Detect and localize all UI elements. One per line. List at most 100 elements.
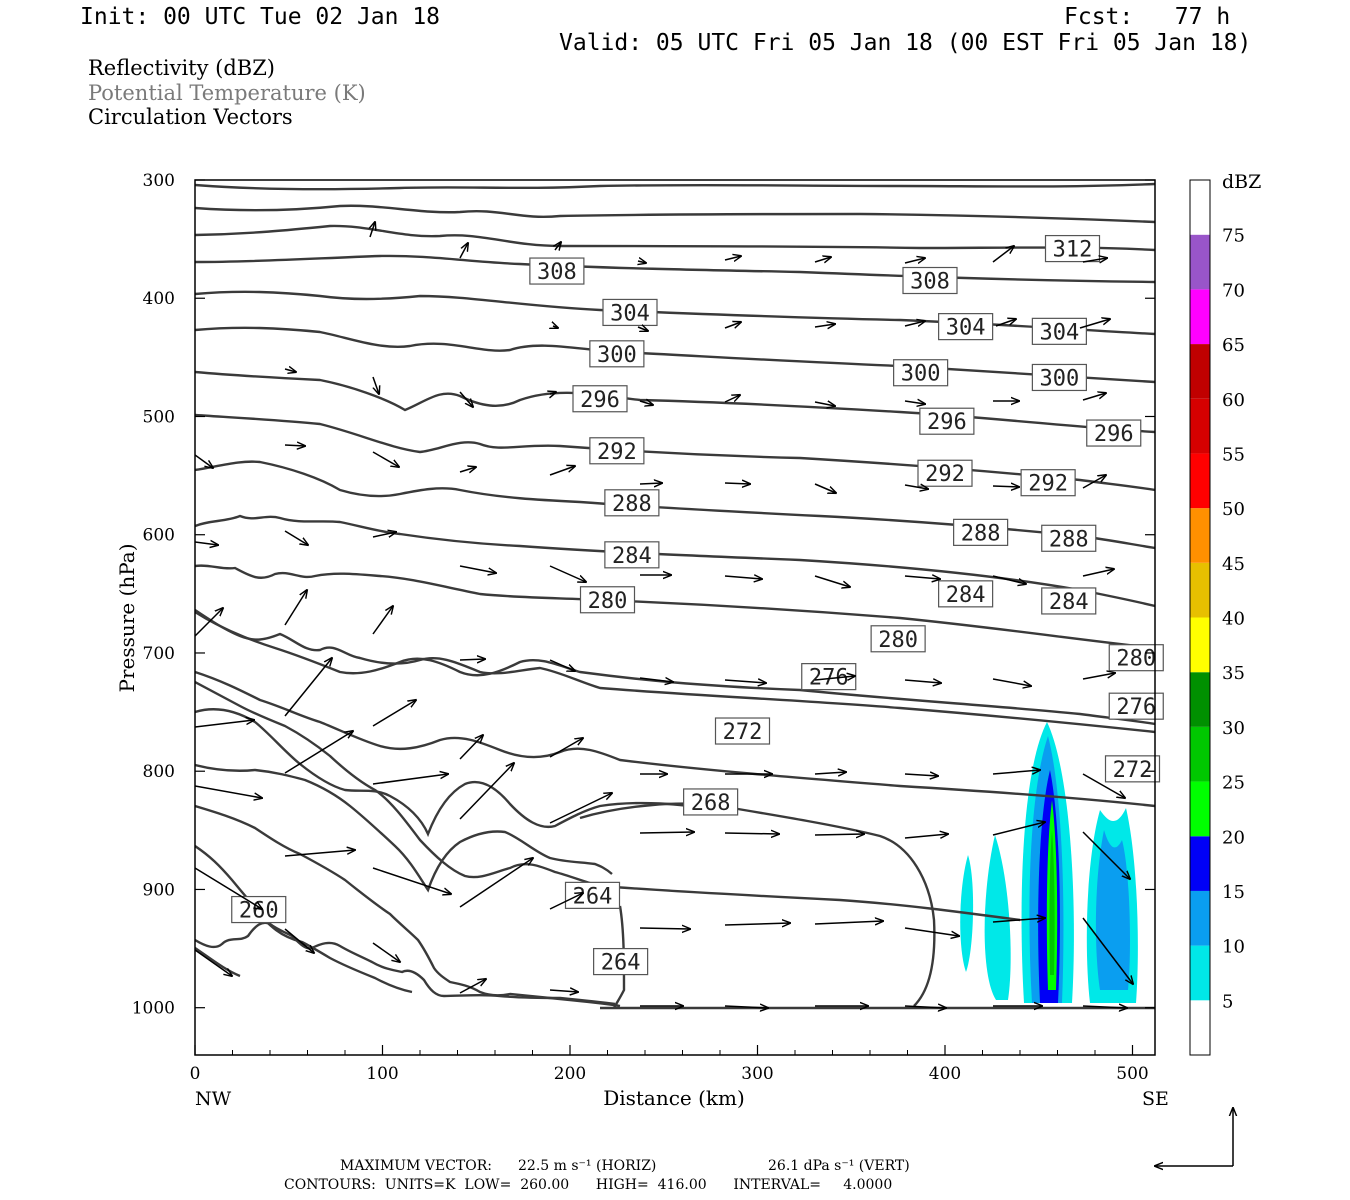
circulation-vector: [459, 858, 533, 908]
circulation-vector: [992, 822, 1045, 836]
circulation-vector: [459, 763, 514, 820]
circulation-vector: [992, 486, 1019, 487]
theta-contour: [195, 680, 1021, 922]
svg-text:264: 264: [573, 884, 613, 909]
forecast-hour: Fcst: 77 h: [1064, 4, 1231, 30]
colorbar-swatch: [1190, 180, 1210, 235]
colorbar-swatch: [1190, 945, 1210, 1001]
theta-contour-label: 284: [1041, 587, 1097, 615]
circulation-vector: [904, 258, 925, 263]
theta-contour: [195, 204, 1155, 224]
circulation-vector: [195, 867, 262, 909]
circulation-vector: [639, 928, 690, 929]
circulation-vector: [814, 772, 846, 774]
theta-contour-label: 300: [589, 340, 645, 368]
colorbar-tick-label: 25: [1222, 773, 1245, 794]
circulation-vector: [195, 542, 218, 545]
circulation-vector: [992, 770, 1040, 774]
svg-text:300: 300: [901, 362, 941, 387]
theta-contour: [195, 413, 1155, 492]
theta-contour-label: 292: [1020, 469, 1076, 497]
theta-contour-label: 288: [953, 518, 1009, 546]
svg-text:272: 272: [1113, 758, 1153, 783]
circulation-vector: [553, 326, 558, 328]
circulation-vector: [372, 532, 396, 537]
legend-circulation-vectors: Circulation Vectors: [88, 105, 293, 129]
circulation-vector: [639, 832, 694, 833]
theta-contour-label: 308: [529, 257, 585, 285]
y-tick-label: 400: [143, 289, 175, 309]
circulation-vector: [1082, 831, 1130, 879]
colorbar-tick-label: 55: [1222, 444, 1245, 465]
theta-contour: [195, 947, 241, 978]
circulation-vector: [372, 942, 400, 962]
theta-contour-label: 280: [870, 625, 926, 653]
x-right-direction-label: SE: [1142, 1088, 1169, 1110]
theta-contour-label: 296: [572, 385, 628, 413]
y-tick-label: 800: [143, 762, 175, 782]
theta-contour: [195, 370, 1155, 434]
circulation-vector: [372, 700, 416, 727]
circulation-vector: [284, 590, 307, 626]
svg-text:292: 292: [597, 440, 637, 465]
theta-contour: [195, 254, 1155, 284]
theta-contour-label: 284: [938, 580, 994, 608]
theta-contour: [195, 182, 1155, 191]
colorbar-swatch: [1190, 672, 1210, 727]
colorbar-tick-label: 40: [1222, 609, 1245, 630]
theta-contour: [195, 763, 613, 893]
colorbar-tick-label: 35: [1222, 663, 1245, 684]
max-vector-label: MAXIMUM VECTOR:: [340, 1158, 492, 1174]
circulation-vector: [814, 483, 836, 493]
circulation-vector: [284, 731, 353, 774]
y-tick-label: 1000: [132, 999, 175, 1019]
svg-text:280: 280: [588, 589, 628, 614]
circulation-vector: [372, 606, 393, 635]
theta-contour: [195, 326, 1155, 384]
circulation-vector: [904, 1006, 946, 1008]
circulation-vector: [814, 402, 835, 406]
circulation-vector: [459, 565, 496, 573]
circulation-vector: [555, 242, 561, 250]
colorbar-tick-label: 45: [1222, 554, 1245, 575]
theta-contour: [195, 670, 1155, 808]
theta-contour: [195, 610, 1155, 726]
svg-text:276: 276: [1116, 695, 1156, 720]
x-axis-label: Distance (km): [603, 1086, 745, 1110]
circulation-vector: [1079, 319, 1110, 329]
theta-contour-label: 288: [604, 489, 660, 517]
circulation-vector: [724, 923, 790, 925]
circulation-vector: [904, 401, 925, 404]
circulation-vector: [459, 391, 473, 407]
svg-text:296: 296: [580, 388, 620, 413]
x-tick-label: 100: [366, 1064, 398, 1084]
circulation-vector: [992, 918, 1045, 922]
contours-info: CONTOURS: UNITS=K LOW= 260.00 HIGH= 416.…: [284, 1177, 893, 1193]
circulation-vector: [1082, 258, 1107, 262]
circulation-vector: [724, 576, 762, 579]
circulation-vector: [639, 483, 662, 484]
theta-contour-label: 292: [589, 437, 645, 465]
circulation-vectors: [195, 222, 1133, 1008]
colorbar-swatch: [1190, 617, 1210, 673]
x-tick-label: 300: [741, 1064, 773, 1084]
circulation-vector: [904, 927, 959, 936]
theta-contour-label: 300: [1031, 363, 1087, 391]
circulation-vector: [372, 451, 399, 467]
colorbar-swatch: [1190, 453, 1210, 509]
svg-text:296: 296: [927, 410, 967, 435]
circulation-vector: [195, 454, 213, 468]
x-left-direction-label: NW: [195, 1088, 232, 1110]
theta-contour: [579, 802, 936, 1007]
theta-contour-label: 260: [231, 895, 287, 924]
circulation-vector: [370, 222, 375, 238]
axes: 0 100 200 300 400 500 300 400 500 600 700 800 900 100…: [132, 171, 1155, 1084]
colorbar-swatch: [1190, 289, 1210, 345]
theta-contour-label: 264: [593, 947, 649, 976]
colorbar-swatch: [1190, 398, 1210, 454]
theta-contour-label: 288: [1041, 524, 1097, 552]
circulation-vector: [992, 246, 1014, 263]
colorbar-swatch: [1190, 344, 1210, 399]
colorbar-swatch: [1190, 726, 1210, 782]
